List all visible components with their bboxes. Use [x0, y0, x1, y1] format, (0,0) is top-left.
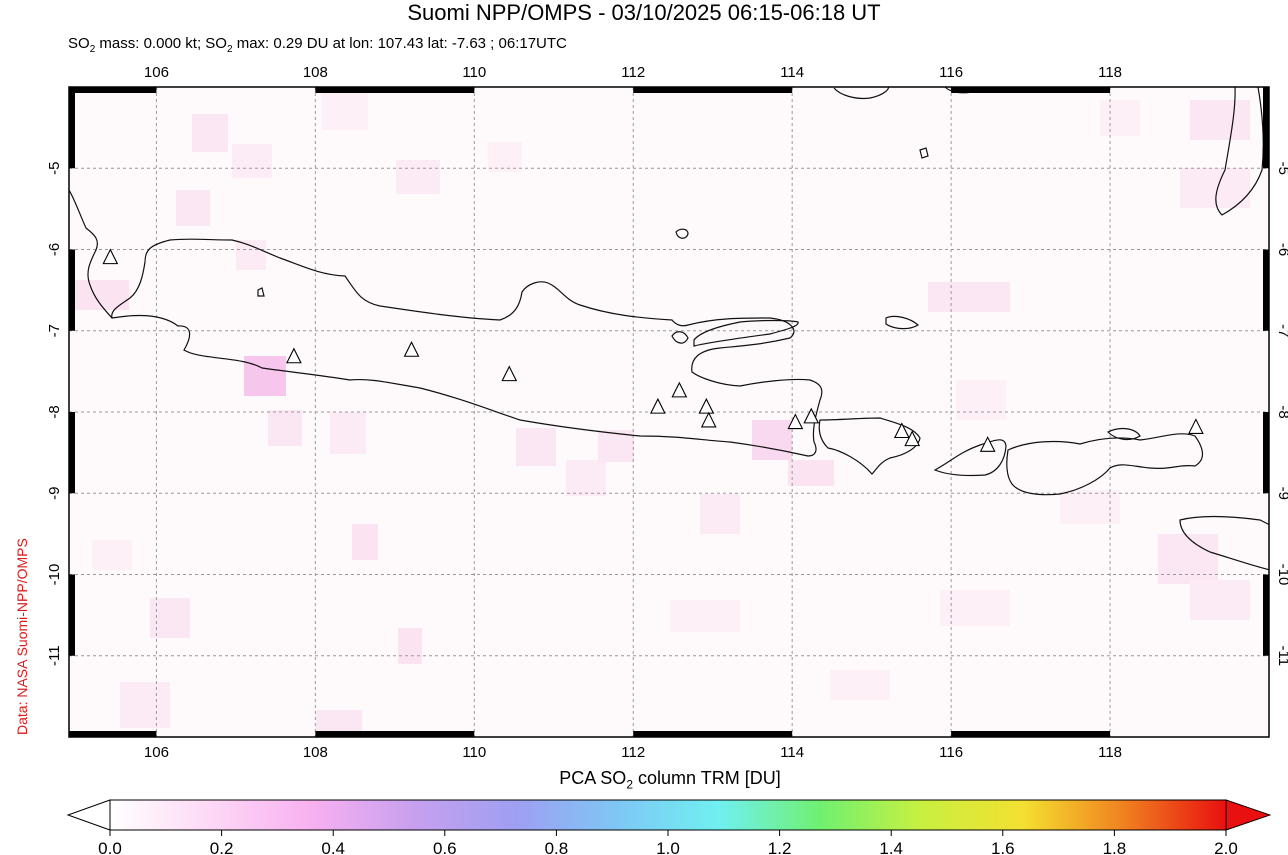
colorbar-tick-label: 1.2 — [768, 839, 792, 855]
volcano-icon — [102, 248, 119, 265]
lat-tick-label-right: -6 — [1275, 243, 1288, 256]
lat-tick-label-right: -5 — [1275, 162, 1288, 175]
colorbar-tick-label: 0.0 — [98, 839, 122, 855]
lon-tick-label-top: 112 — [621, 64, 645, 81]
scale-bar-right — [1263, 87, 1269, 169]
colorbar-tick-label: 2.0 — [1214, 839, 1238, 855]
lon-tick-label-top: 116 — [939, 64, 963, 81]
colorbar-title-suffix: column TRM [DU] — [633, 768, 781, 788]
lat-tick-label-right: -10 — [1275, 564, 1288, 586]
colorbar-tick-label: 1.0 — [656, 839, 680, 855]
lat-tick-label-right: -9 — [1275, 487, 1288, 500]
lat-tick-label-left: -10 — [46, 564, 63, 586]
scale-bar-left — [69, 249, 75, 331]
volcano-icon — [501, 365, 518, 382]
volcano-icon — [1187, 418, 1204, 434]
volcano-icon — [979, 436, 996, 452]
colorbar: 0.0 0.2 0.4 0.6 0.8 1.0 1.2 1.4 1.6 1.8 2.0 — [66, 799, 1272, 855]
lat-tick-label-left: -7 — [46, 324, 63, 337]
lon-tick-label-bottom: 112 — [621, 744, 645, 761]
map-title: Suomi NPP/OMPS - 03/10/2025 06:15-06:18 … — [407, 0, 881, 25]
colorbar-ticks: 0.0 0.2 0.4 0.6 0.8 1.0 1.2 1.4 1.6 1.8 2.0 — [98, 830, 1238, 855]
scale-bar-top — [315, 87, 475, 93]
volcano-markers — [102, 248, 1204, 452]
lon-tick-label-bottom: 110 — [462, 744, 486, 761]
lat-tick-label-left: -8 — [46, 405, 63, 418]
scale-bar-bottom — [315, 731, 475, 737]
colorbar-min-arrow — [66, 799, 111, 831]
scale-bar-bottom — [633, 731, 793, 737]
graticule — [69, 87, 1269, 737]
colorbar-tick-label: 0.2 — [210, 839, 234, 855]
colorbar-title-sub: 2 — [626, 777, 633, 792]
volcano-icon — [698, 397, 715, 414]
so2-mass-summary: SO2 mass: 0.000 kt; SO2 max: 0.29 DU at … — [68, 35, 567, 55]
so2-max-text: max: 0.29 DU at lon: 107.43 lat: -7.63 ;… — [232, 35, 567, 52]
colorbar-tick-label: 0.8 — [545, 839, 569, 855]
volcano-icon — [893, 422, 910, 439]
lat-tick-label-left: -11 — [46, 645, 63, 666]
volcano-icon — [649, 397, 666, 414]
lon-tick-label-bottom: 106 — [144, 744, 169, 761]
lon-tick-label-top: 118 — [1098, 64, 1122, 81]
frame-scale-bars — [69, 87, 1269, 737]
colorbar-tick-label: 0.6 — [433, 839, 457, 855]
lon-tick-label-top: 108 — [303, 64, 328, 81]
colorbar-tick-label: 1.6 — [991, 839, 1015, 855]
scale-bar-top — [951, 87, 1111, 93]
lat-tick-label-right: -7 — [1275, 324, 1288, 337]
lon-tick-label-top: 110 — [462, 64, 486, 81]
volcano-icon — [787, 413, 804, 430]
lat-tick-label-left: -9 — [46, 487, 63, 500]
scale-bar-left — [69, 574, 75, 656]
lon-tick-label-bottom: 108 — [303, 744, 328, 761]
lon-tick-label-top: 106 — [144, 64, 169, 81]
axis-tick-labels: 106 106 108 108 110 110 112 112 114 114 116 116 118 1… — [46, 64, 1288, 761]
lat-tick-label-left: -5 — [46, 162, 63, 175]
colorbar-tick-label: 1.4 — [879, 839, 903, 855]
lon-tick-label-top: 114 — [780, 64, 804, 81]
scale-bar-top — [633, 87, 793, 93]
lat-tick-label-right: -11 — [1275, 645, 1288, 666]
scale-bar-left — [69, 412, 75, 494]
so2-mass-text: mass: 0.000 kt; SO — [95, 35, 227, 52]
colorbar-tick-label: 0.4 — [321, 839, 345, 855]
lon-tick-label-bottom: 116 — [939, 744, 963, 761]
scale-bar-top — [69, 87, 157, 93]
colorbar-tick-label: 1.8 — [1103, 839, 1127, 855]
lon-tick-label-bottom: 118 — [1098, 744, 1122, 761]
volcano-icon — [904, 430, 921, 447]
so2-mass-prefix: SO — [68, 35, 90, 52]
lon-tick-label-bottom: 114 — [780, 744, 804, 761]
volcano-icon — [286, 347, 302, 364]
lat-tick-label-left: -6 — [46, 243, 63, 256]
scale-bar-bottom — [69, 731, 157, 737]
colorbar-max-arrow — [1225, 799, 1272, 831]
scale-bar-left — [69, 87, 75, 169]
volcano-icon — [803, 407, 820, 424]
colorbar-title-prefix: PCA SO — [559, 768, 627, 788]
colorbar-gradient — [109, 799, 1227, 831]
volcano-icon — [671, 381, 688, 398]
colorbar-title: PCA SO2 column TRM [DU] — [0, 768, 1288, 792]
scale-bar-bottom — [951, 731, 1111, 737]
lat-tick-label-right: -8 — [1275, 405, 1288, 418]
volcano-icon — [403, 341, 420, 357]
scale-bar-right — [1263, 574, 1269, 656]
volcano-icon — [700, 411, 717, 428]
scale-bar-right — [1263, 249, 1269, 331]
scale-bar-right — [1263, 412, 1269, 494]
